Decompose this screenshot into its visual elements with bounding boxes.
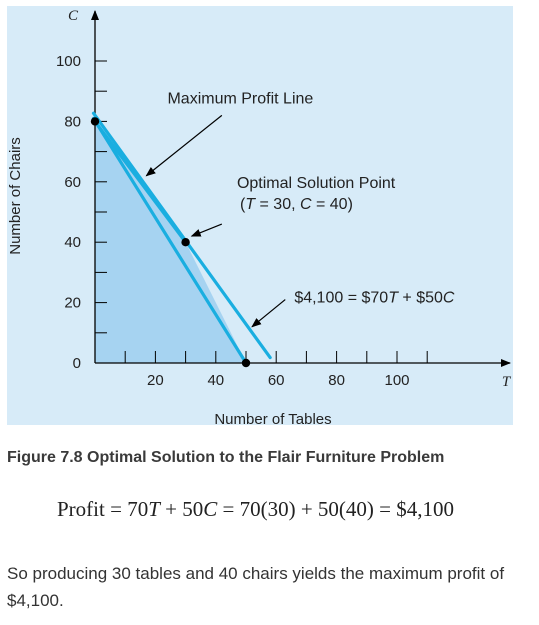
- y-axis-name: C: [68, 8, 79, 24]
- annotation-arrow-1: [145, 114, 223, 177]
- constraint-line-1: [91, 116, 248, 365]
- annotation-arrow-2: [190, 223, 223, 237]
- y-tick-label: 0: [73, 355, 81, 372]
- isoprofit-line: [91, 111, 272, 360]
- optimal-solution-chart: 20 40 60 80 100 0 20 40 60 80 100 C T Number of Table…: [7, 6, 513, 425]
- equation-substitution: 70(30) + 50(40): [239, 497, 374, 521]
- y-tick-label: 20: [64, 295, 81, 312]
- chart-panel: 20 40 60 80 100 0 20 40 60 80 100 C T Number of Table…: [7, 6, 513, 425]
- figure-caption: Figure 7.8 Optimal Solution to the Flair…: [7, 449, 445, 466]
- chart-background: [7, 6, 513, 425]
- equation-term-coef-c: + 50: [159, 497, 204, 521]
- annotation-label-4: $4,100 = $70T + $50C: [294, 290, 455, 307]
- x-axis-title: Number of Tables: [214, 411, 331, 425]
- y-tick-label: 40: [64, 234, 81, 251]
- y-axis-title: Number of Chairs: [7, 137, 24, 255]
- annotation-arrow-4: [251, 299, 286, 328]
- corner-point: [90, 117, 100, 126]
- x-tick-label: 60: [268, 372, 285, 389]
- x-axis-name: T: [502, 374, 512, 390]
- y-tick-label: 60: [64, 174, 81, 191]
- y-tick-label: 100: [56, 53, 81, 70]
- corner-point: [181, 238, 190, 247]
- annotation-label-1: Maximum Profit Line: [167, 90, 313, 107]
- equation-result: $4,100: [396, 497, 454, 521]
- equation-lhs: Profit: [57, 497, 105, 521]
- equation-var-c: C: [203, 497, 218, 521]
- x-tick-label: 100: [384, 372, 409, 389]
- y-tick-label: 80: [64, 113, 81, 130]
- equation-term-coef-t: 70: [127, 497, 149, 521]
- annotation-label-2: Optimal Solution Point: [237, 175, 396, 192]
- profit-equation: Profit = 70T + 50C = 70(30) + 50(40) = $…: [57, 497, 454, 521]
- x-tick-label: 40: [207, 372, 224, 389]
- corner-point: [241, 358, 251, 368]
- annotation-label-3: (T = 30, C = 40): [240, 196, 353, 213]
- equation-var-t: T: [148, 497, 160, 521]
- body-paragraph: So producing 30 tables and 40 chairs yie…: [7, 564, 505, 610]
- x-tick-label: 20: [147, 372, 164, 389]
- x-tick-label: 80: [328, 372, 345, 389]
